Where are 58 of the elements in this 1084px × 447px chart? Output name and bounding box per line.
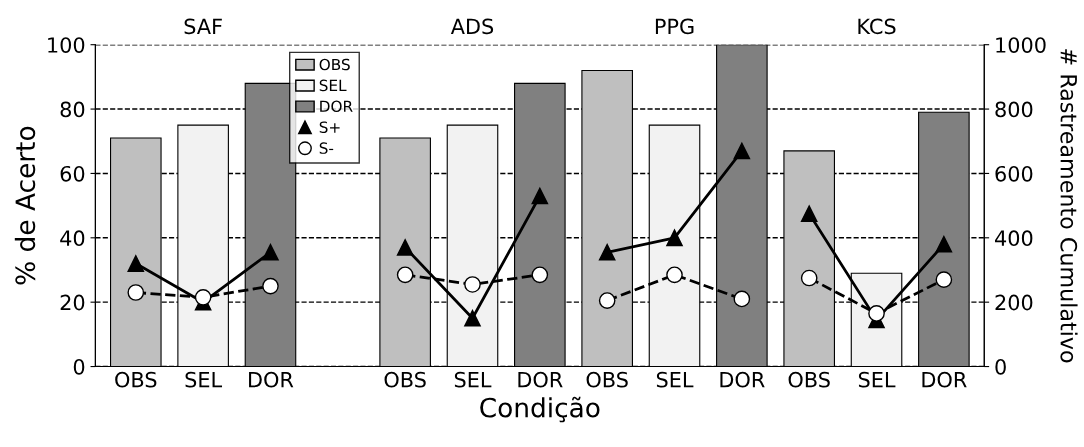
x-tick-label: DOR (249, 371, 294, 388)
point (396, 239, 414, 256)
legend-label: S+ (319, 121, 340, 133)
point (800, 269, 818, 287)
point (127, 255, 145, 272)
point (935, 235, 953, 253)
point (868, 305, 885, 322)
x-tick-label: DOR (518, 371, 563, 388)
x-tick-label: SEL (858, 371, 896, 388)
y-tick-label: 100 (48, 37, 85, 53)
point (733, 142, 751, 160)
point (464, 309, 481, 327)
text: ADS (450, 18, 494, 35)
point (262, 277, 279, 295)
legend-label: SEL (319, 79, 347, 92)
y-tick-label: 60 (60, 165, 85, 182)
point (935, 271, 953, 288)
x-tick-label: SEL (454, 371, 492, 388)
x-axis-title: Condição (480, 396, 600, 423)
point (531, 266, 549, 284)
point (733, 290, 751, 308)
point (666, 266, 683, 284)
y2-tick-label: 400 (995, 230, 1033, 247)
y2-tick-label: 0 (995, 358, 1006, 375)
legend-label: OBS (319, 58, 350, 71)
y2-tick-label: 200 (995, 294, 1033, 311)
x-tick-label: DOR (720, 371, 765, 388)
y2-tick-label: 800 (995, 101, 1033, 118)
point (396, 266, 414, 284)
y-tick-label: 0 (73, 358, 85, 375)
point (666, 229, 683, 247)
point (194, 289, 212, 306)
y-tick-label: 40 (60, 230, 85, 247)
x-tick-label: OBS (788, 371, 830, 388)
y-tick-label: 20 (60, 294, 85, 311)
point (598, 243, 616, 261)
legend-label: S- (319, 142, 334, 154)
legend-label: DOR (320, 100, 353, 113)
y2-tick-label: 1000 (996, 37, 1046, 53)
point (531, 187, 549, 205)
point (800, 205, 818, 223)
y2-tick-label: 600 (995, 165, 1033, 182)
text: PPG (655, 18, 694, 35)
point (464, 276, 481, 293)
x-tick-label: OBS (384, 371, 426, 388)
x-tick-label: OBS (586, 371, 628, 388)
x-tick-label: SEL (656, 371, 694, 388)
y-tick-label: 80 (60, 101, 85, 118)
x-tick-label: OBS (115, 371, 157, 388)
text: KCS (858, 18, 896, 35)
point (598, 292, 616, 309)
point (127, 284, 145, 301)
y2-axis-title: # Rastreamento Cumulativo (1060, 49, 1078, 363)
point (262, 243, 279, 261)
x-tick-label: DOR (922, 371, 967, 388)
x-tick-label: SEL (185, 371, 223, 388)
text: SAF (184, 18, 222, 35)
y-axis-title: % de Acerto (14, 126, 36, 285)
